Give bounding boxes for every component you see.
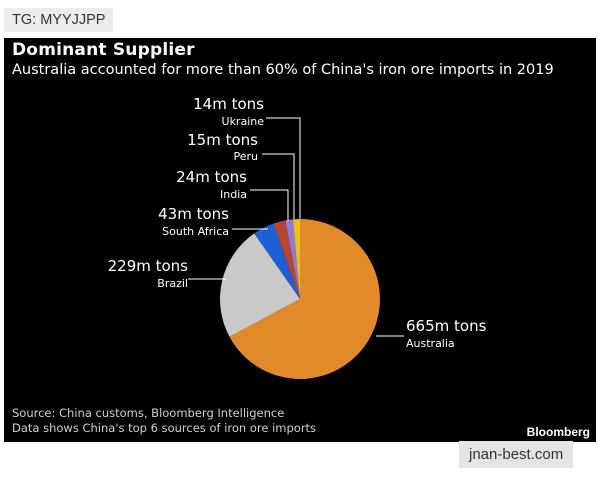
leader-line-ukraine [266,117,301,219]
pie-slice-brazil [220,233,300,337]
value-label-india: 24m tons [176,168,247,186]
chart-subtitle: Australia accounted for more than 60% of… [12,62,554,78]
category-label-south-africa: South Africa [162,225,229,238]
chart-panel: Dominant Supplier Australia accounted fo… [4,38,596,442]
value-label-peru: 15m tons [187,131,258,149]
category-label-australia: Australia [406,337,455,350]
watermark-site: jnan-best.com [459,441,574,468]
category-label-ukraine: Ukraine [222,115,265,128]
data-note: Data shows China's top 6 sources of iron… [12,421,317,435]
value-label-australia: 665m tons [406,317,487,335]
source-note: Source: China customs, Bloomberg Intelli… [12,406,285,420]
chart-title: Dominant Supplier [12,40,195,60]
leader-line-peru [262,153,295,219]
leader-line-india [250,189,289,221]
value-label-south-africa: 43m tons [158,205,229,223]
bloomberg-logo: Bloomberg [526,425,590,439]
category-label-india: India [220,188,247,201]
pie-chart: 665m tons Australia 229m tons Brazil 43m ton… [108,95,487,380]
pie-slice-ukraine [292,219,300,299]
category-label-brazil: Brazil [157,277,188,290]
pie-slice-south-africa [254,223,300,299]
watermark-tg: TG: MYYJJPP [4,8,114,32]
value-label-ukraine: 14m tons [193,95,264,113]
category-label-peru: Peru [233,150,258,163]
pie-slice-peru [285,219,300,299]
pie-slice-australia [229,219,380,380]
pie-slice-india [273,220,300,299]
value-label-brazil: 229m tons [108,257,189,275]
